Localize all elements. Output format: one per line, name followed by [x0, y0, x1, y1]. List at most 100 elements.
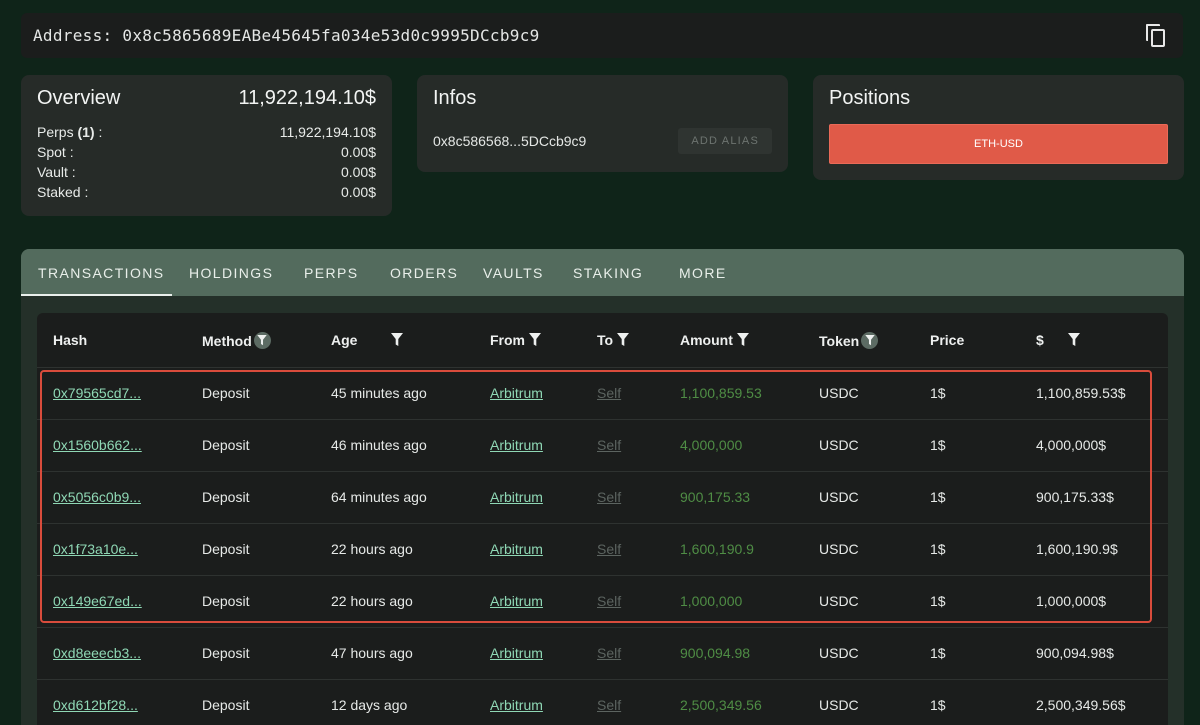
tab-more[interactable]: MORE — [679, 264, 727, 281]
cell-to[interactable]: Self — [597, 593, 622, 609]
cell-amount: 2,500,349.56 — [680, 697, 762, 713]
cell-token: USDC — [819, 593, 859, 609]
filter-icon[interactable] — [736, 332, 751, 348]
column-header-label: Amount — [680, 332, 733, 348]
cell-to[interactable]: Self — [597, 437, 622, 453]
tab-vaults[interactable]: VAULTS — [483, 264, 544, 281]
cell-from[interactable]: Arbitrum — [490, 645, 543, 661]
cell-from[interactable]: Arbitrum — [490, 697, 543, 713]
cell-method: Deposit — [202, 593, 250, 609]
cell-amount: 1,600,190.9 — [680, 541, 754, 557]
cell-usd: 2,500,349.56$ — [1036, 697, 1126, 713]
table-row: 0x149e67ed... Deposit 22 hours ago Arbitrum… — [37, 576, 1168, 628]
cell-token: USDC — [819, 697, 859, 713]
infos-short-address: 0x8c586568...5DCcb9c9 — [433, 133, 587, 149]
cell-hash[interactable]: 0x79565cd7... — [53, 385, 141, 401]
cell-age: 46 minutes ago — [331, 437, 427, 453]
overview-row: Perps (1) : 11,922,194.10$ — [37, 122, 376, 142]
overview-rows: Perps (1) : 11,922,194.10$ Spot : 0.00$ Vaul… — [37, 122, 376, 202]
cell-hash[interactable]: 0x1f73a10e... — [53, 541, 138, 557]
cell-to[interactable]: Self — [597, 385, 622, 401]
cell-price: 1$ — [930, 697, 946, 713]
cell-usd: 900,094.98$ — [1036, 645, 1114, 661]
position-eth-usd-button[interactable]: ETH-USD — [829, 124, 1168, 164]
cell-token: USDC — [819, 645, 859, 661]
copy-icon[interactable] — [1145, 23, 1169, 49]
cell-to[interactable]: Self — [597, 541, 622, 557]
cell-hash[interactable]: 0x149e67ed... — [53, 593, 142, 609]
column-header-label: To — [597, 332, 614, 348]
overview-title: Overview — [37, 87, 121, 109]
cell-from[interactable]: Arbitrum — [490, 437, 543, 453]
cell-age: 47 hours ago — [331, 645, 413, 661]
table-row: 0x1f73a10e... Deposit 22 hours ago Arbitrum… — [37, 524, 1168, 576]
filter-icon[interactable] — [391, 332, 405, 348]
cell-from[interactable]: Arbitrum — [490, 541, 543, 557]
add-alias-button[interactable]: ADD ALIAS — [678, 128, 772, 154]
tab-holdings[interactable]: HOLDINGS — [189, 264, 274, 281]
cell-usd: 1,000,000$ — [1036, 593, 1107, 609]
overview-total: 11,922,194.10$ — [238, 87, 376, 109]
cell-age: 12 days ago — [331, 697, 408, 713]
cell-usd: 1,100,859.53$ — [1036, 385, 1126, 401]
tab-transactions[interactable]: TRANSACTIONS — [21, 249, 172, 296]
table-row: 0x5056c0b9... Deposit 64 minutes ago Arbitr… — [37, 472, 1168, 524]
overview-row-label: Vault : — [37, 164, 76, 180]
positions-title: Positions — [829, 87, 911, 109]
cell-method: Deposit — [202, 385, 250, 401]
cell-price: 1$ — [930, 489, 946, 505]
filter-icon[interactable] — [529, 332, 543, 348]
address-bar: Address: 0x8c5865689EABe45645fa034e53d0c… — [21, 13, 1183, 58]
column-header-label: Age — [331, 332, 358, 348]
cell-to[interactable]: Self — [597, 645, 622, 661]
cell-hash[interactable]: 0x1560b662... — [53, 437, 142, 453]
filter-icon[interactable] — [861, 332, 879, 349]
table-row: 0xd612bf28... Deposit 12 days ago Arbitrum S… — [37, 680, 1168, 725]
cell-price: 1$ — [930, 645, 946, 661]
cell-age: 22 hours ago — [331, 541, 413, 557]
cell-to[interactable]: Self — [597, 489, 622, 505]
tab-orders[interactable]: ORDERS — [390, 264, 459, 281]
filter-icon[interactable] — [617, 332, 631, 348]
cell-to[interactable]: Self — [597, 697, 622, 713]
cell-price: 1$ — [930, 541, 946, 557]
overview-row-value: 11,922,194.10$ — [279, 124, 376, 140]
cell-amount: 1,100,859.53 — [680, 385, 762, 401]
cell-price: 1$ — [930, 385, 946, 401]
cell-method: Deposit — [202, 437, 250, 453]
cell-from[interactable]: Arbitrum — [490, 593, 543, 609]
cell-method: Deposit — [202, 645, 250, 661]
table-row: 0xd8eeecb3... Deposit 47 hours ago Arbitrum… — [37, 628, 1168, 680]
column-header-label: From — [490, 332, 525, 348]
column-header-amount: Amount — [680, 332, 751, 348]
tabs-panel: TRANSACTIONS HOLDINGS PERPS ORDERS VAULTS STA… — [21, 249, 1184, 725]
tab-perps[interactable]: PERPS — [304, 264, 359, 281]
column-header-label: Hash — [53, 332, 88, 348]
cell-hash[interactable]: 0x5056c0b9... — [53, 489, 141, 505]
overview-row-label: Spot : — [37, 144, 74, 160]
tab-staking[interactable]: STAKING — [573, 264, 644, 281]
cell-hash[interactable]: 0xd612bf28... — [53, 697, 138, 713]
cell-amount: 1,000,000 — [680, 593, 743, 609]
table-row: 0x79565cd7... Deposit 45 minutes ago Arbitr… — [37, 368, 1168, 420]
cell-method: Deposit — [202, 489, 250, 505]
cell-hash[interactable]: 0xd8eeecb3... — [53, 645, 141, 661]
cell-price: 1$ — [930, 437, 946, 453]
overview-row: Vault : 0.00$ — [37, 162, 376, 182]
overview-row-label: Perps (1) : — [37, 124, 103, 140]
cell-from[interactable]: Arbitrum — [490, 385, 543, 401]
cell-from[interactable]: Arbitrum — [490, 489, 543, 505]
column-header-age: Age — [331, 332, 405, 348]
column-header-hash: Hash — [53, 332, 87, 348]
cell-usd: 1,600,190.9$ — [1036, 541, 1118, 557]
overview-row-value: 0.00$ — [340, 144, 376, 160]
filter-icon[interactable] — [253, 332, 271, 349]
infos-card: Infos 0x8c586568...5DCcb9c9 ADD ALIAS — [417, 75, 788, 172]
filter-icon[interactable] — [1067, 332, 1082, 348]
cell-token: USDC — [819, 385, 859, 401]
cell-age: 22 hours ago — [331, 593, 413, 609]
cell-age: 45 minutes ago — [331, 385, 427, 401]
column-header-label: Price — [930, 332, 965, 348]
overview-card: Overview 11,922,194.10$ Perps (1) : 11,92… — [21, 75, 392, 216]
cell-token: USDC — [819, 541, 859, 557]
